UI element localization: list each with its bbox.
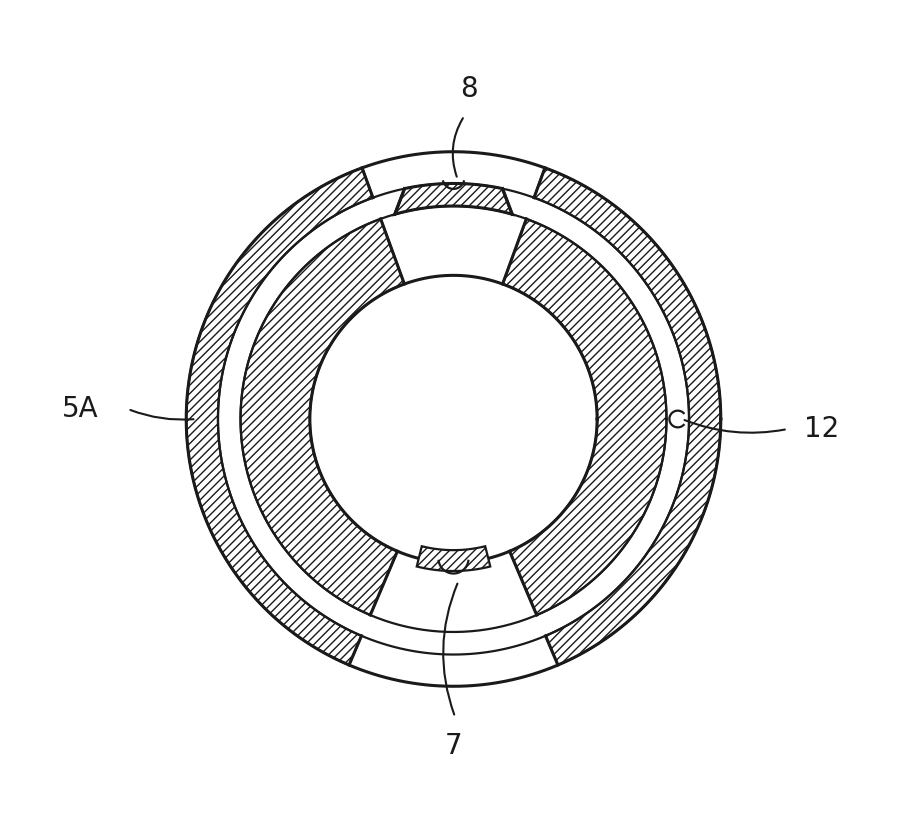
Polygon shape bbox=[186, 168, 373, 665]
Polygon shape bbox=[395, 184, 512, 215]
Text: 7: 7 bbox=[444, 732, 463, 760]
Polygon shape bbox=[534, 168, 721, 665]
Polygon shape bbox=[502, 219, 667, 615]
Text: 5A: 5A bbox=[62, 395, 99, 423]
Text: 12: 12 bbox=[805, 415, 840, 443]
Text: 8: 8 bbox=[460, 75, 477, 103]
Polygon shape bbox=[240, 219, 405, 615]
Polygon shape bbox=[416, 546, 491, 571]
